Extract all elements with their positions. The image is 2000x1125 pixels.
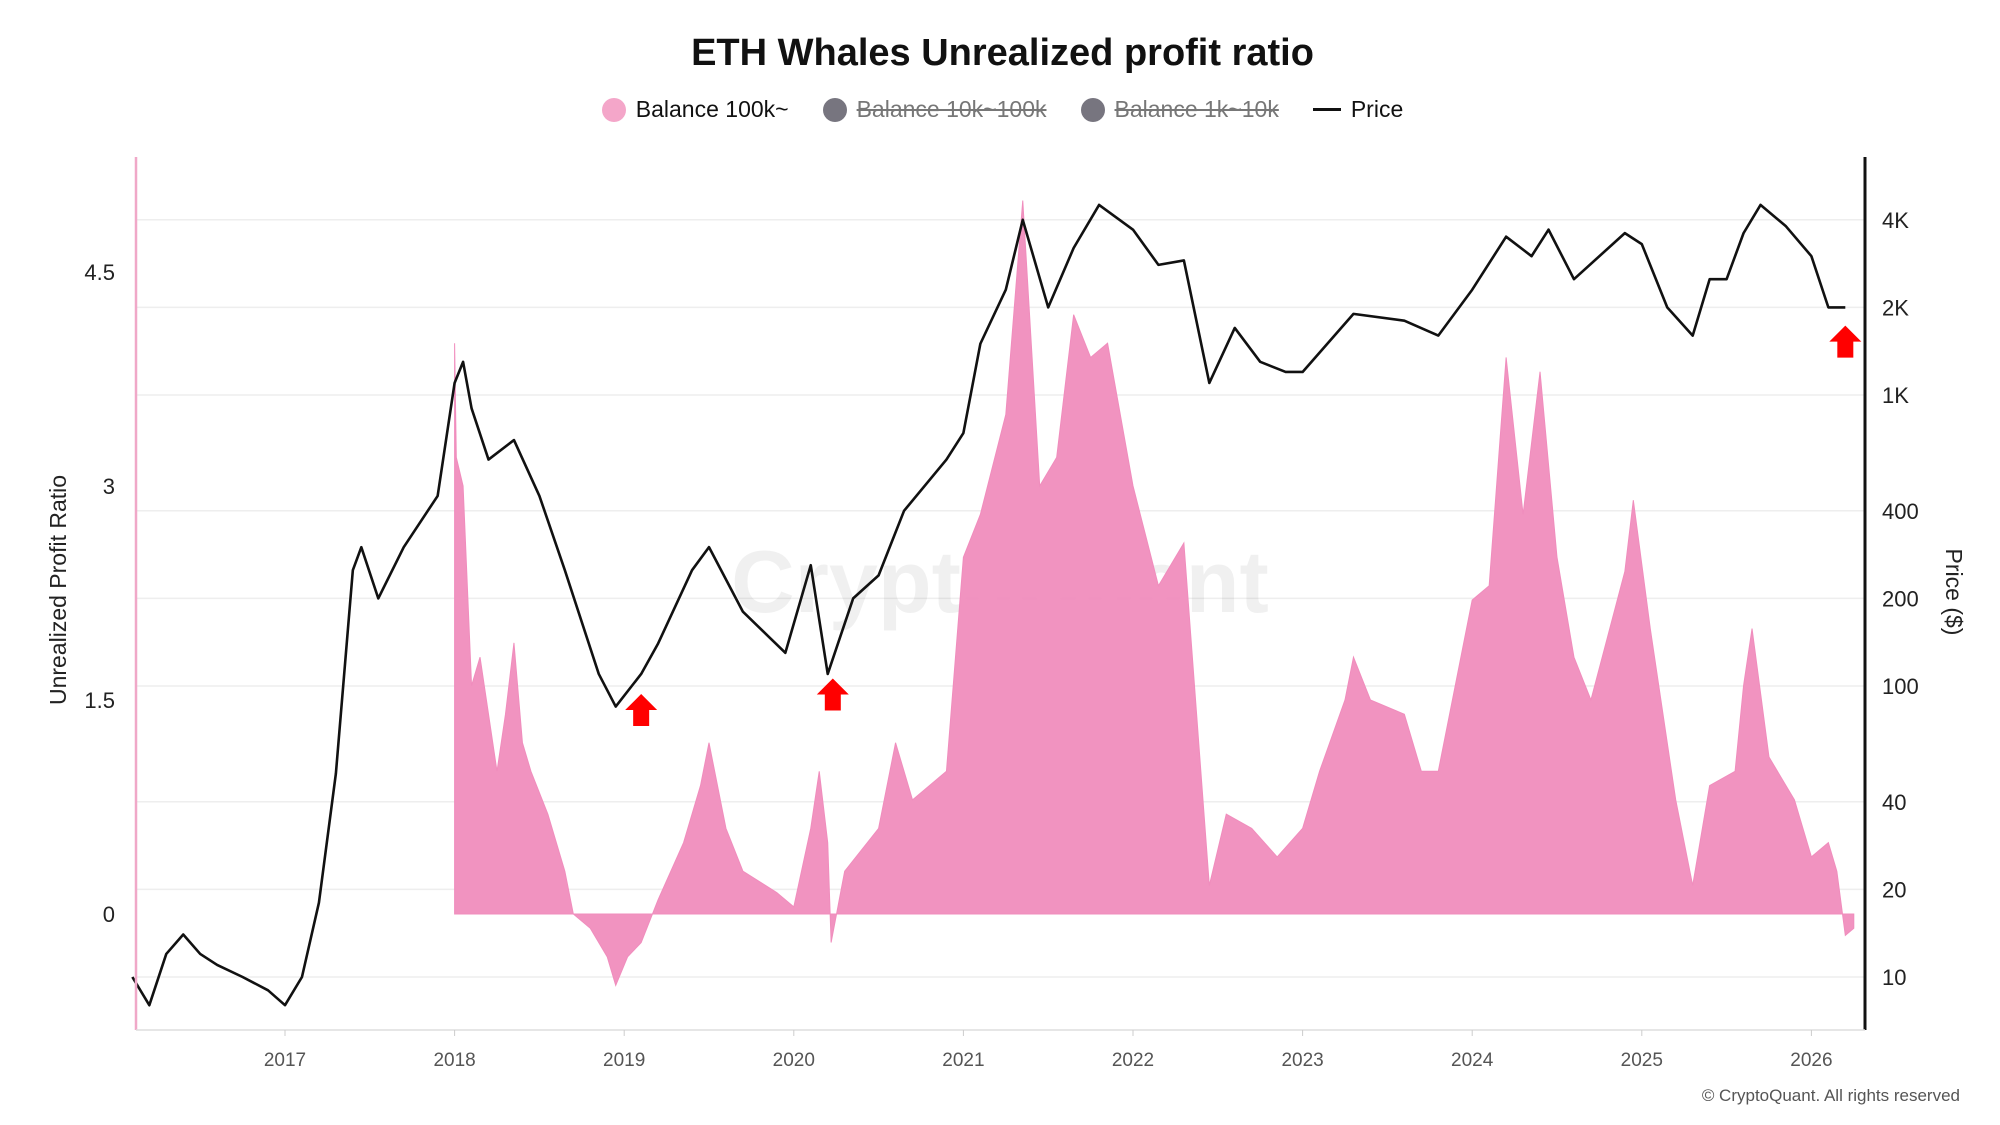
legend-dot-icon (1080, 97, 1105, 122)
legend-item-price[interactable]: Price (1312, 96, 1404, 123)
legend-label: Balance 100k~ (635, 96, 789, 122)
legend-item-balance-100k[interactable]: Balance 100k~ (601, 96, 789, 123)
x-tick-label: 2019 (603, 1050, 645, 1071)
x-tick-label: 2022 (1112, 1050, 1154, 1071)
x-tick-label: 2026 (1790, 1050, 1832, 1071)
x-tick-label: 2017 (264, 1050, 306, 1071)
x-tick-label: 2024 (1451, 1050, 1494, 1071)
legend-dot-icon (601, 97, 626, 122)
red-arrow-up-icon (816, 678, 849, 711)
legend-line-icon (1312, 108, 1341, 111)
x-tick-label: 2018 (433, 1050, 475, 1071)
right-tick-label: 100 (1882, 674, 1919, 699)
right-axis-title: Price ($) (1941, 549, 1967, 636)
right-tick-label: 400 (1882, 499, 1919, 524)
copyright-footer: © CryptoQuant. All rights reserved (1701, 1086, 1960, 1105)
left-tick-label: 0 (103, 902, 115, 927)
red-arrow-up-icon (625, 694, 658, 727)
legend-item-balance-1k-10k[interactable]: Balance 1k~10k (1080, 96, 1279, 123)
right-tick-label: 200 (1882, 586, 1919, 611)
legend-label: Balance 10k~100k (856, 96, 1047, 122)
legend-label: Balance 1k~10k (1114, 96, 1279, 122)
right-tick-label: 40 (1882, 790, 1906, 815)
legend-dot-icon (822, 97, 847, 122)
x-tick-label: 2021 (942, 1050, 984, 1071)
right-tick-label: 20 (1882, 877, 1906, 902)
price-line-series (131, 203, 1846, 1007)
x-tick-label: 2025 (1621, 1050, 1663, 1071)
left-tick-label: 3 (103, 474, 115, 499)
ratio-area-series (454, 200, 1855, 987)
right-tick-label: 10 (1882, 965, 1906, 990)
left-axis-title: Unrealized Profit Ratio (45, 475, 71, 705)
x-tick-label: 2023 (1281, 1050, 1323, 1071)
legend-label: Price (1350, 96, 1404, 122)
chart-title: ETH Whales Unrealized profit ratio (691, 32, 1314, 74)
x-tick-label: 2020 (773, 1050, 815, 1071)
legend-item-balance-10k-100k[interactable]: Balance 10k~100k (822, 96, 1047, 123)
left-tick-label: 4.5 (84, 260, 115, 285)
right-tick-label: 1K (1882, 383, 1909, 408)
right-tick-label: 4K (1882, 208, 1909, 233)
right-tick-label: 2K (1882, 295, 1909, 320)
red-arrow-up-icon (1829, 325, 1862, 358)
legend: Balance 100k~ Balance 10k~100k Balance 1… (0, 96, 2000, 123)
left-tick-label: 1.5 (84, 688, 115, 713)
